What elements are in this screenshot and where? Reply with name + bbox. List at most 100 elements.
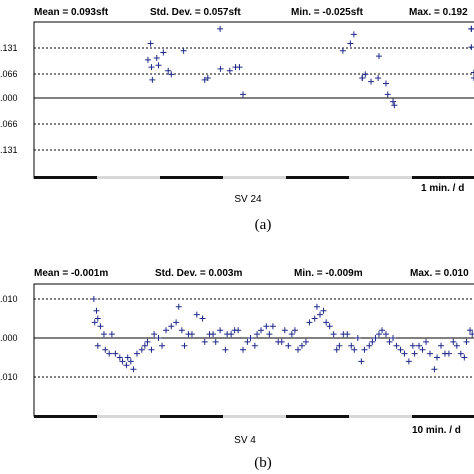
- data-point: [94, 342, 101, 349]
- data-point: [471, 75, 474, 81]
- stat-max: Max. = 0.192: [409, 7, 468, 18]
- data-point: [138, 346, 145, 353]
- data-point: [108, 331, 115, 338]
- data-point: [453, 342, 460, 349]
- data-point: [124, 354, 131, 361]
- data-point: [247, 335, 254, 341]
- data-point: [144, 338, 151, 345]
- time-bar: [34, 176, 474, 179]
- data-point: [119, 358, 126, 365]
- data-point: [254, 331, 261, 338]
- data-point: [317, 311, 323, 318]
- data-point: [263, 323, 270, 330]
- data-point: [390, 98, 397, 105]
- y-tick-labels: .010 .000 .010: [0, 294, 18, 382]
- data-point: [112, 350, 119, 357]
- panel-b: Mean = -0.001m Std. Dev. = 0.003m Min. =…: [0, 268, 474, 471]
- data-point: [361, 346, 368, 353]
- data-point: [201, 76, 208, 83]
- data-point: [141, 342, 148, 349]
- data-point: [306, 319, 313, 326]
- data-point: [471, 69, 474, 76]
- data-point: [168, 323, 175, 330]
- data-point: [416, 342, 422, 349]
- data-point: [368, 78, 375, 85]
- time-scale-label: 10 min. / d: [412, 425, 461, 436]
- data-point: [375, 75, 382, 81]
- data-point: [181, 342, 188, 349]
- data-point: [160, 49, 167, 56]
- data-point: [93, 307, 100, 314]
- data-point: [366, 342, 373, 349]
- reference-lines: [34, 298, 474, 378]
- data-point: [210, 331, 217, 338]
- data-point: [278, 338, 285, 345]
- scatter-points: [90, 296, 474, 373]
- time-bar-segment: [34, 176, 97, 179]
- time-bar-segment: [412, 415, 474, 418]
- time-bar-segment: [349, 176, 412, 179]
- data-point: [369, 338, 376, 345]
- data-point: [228, 331, 235, 338]
- data-point: [288, 331, 295, 338]
- data-point: [427, 350, 433, 357]
- time-bar-segment: [34, 415, 97, 418]
- data-point: [298, 342, 305, 349]
- data-point: [344, 331, 351, 338]
- data-point: [155, 62, 162, 69]
- time-bar: [34, 415, 474, 418]
- data-point: [201, 338, 208, 345]
- data-point: [178, 327, 185, 334]
- data-point: [175, 303, 182, 310]
- data-point: [469, 331, 474, 338]
- data-point: [199, 315, 206, 322]
- time-bar-segment: [286, 415, 349, 418]
- data-point: [467, 327, 474, 334]
- data-point: [348, 342, 355, 349]
- data-point: [434, 354, 441, 361]
- data-point: [431, 366, 438, 373]
- data-point: [97, 323, 104, 330]
- data-point: [438, 342, 444, 349]
- data-point: [323, 319, 330, 326]
- data-point: [354, 335, 361, 341]
- time-bar-segment: [97, 176, 160, 179]
- data-point: [102, 346, 109, 353]
- sv-label: SV 4: [234, 435, 256, 446]
- data-point: [468, 25, 474, 32]
- data-point: [94, 315, 101, 322]
- data-point: [350, 31, 357, 38]
- data-point: [302, 338, 309, 345]
- stat-mean: Mean = 0.093sft: [34, 7, 109, 18]
- y-tick-label: .000: [0, 333, 18, 343]
- data-point: [393, 342, 400, 349]
- data-point: [153, 55, 160, 61]
- data-point: [266, 331, 273, 338]
- data-point: [383, 80, 389, 87]
- stat-std-dev: Std. Dev. = 0.057sft: [150, 7, 241, 18]
- data-point: [411, 350, 418, 357]
- panel-label: (a): [255, 217, 272, 233]
- data-point: [148, 64, 155, 71]
- stat-min: Min. = -0.025sft: [291, 7, 364, 18]
- data-point: [148, 346, 155, 353]
- data-point: [217, 25, 224, 32]
- data-point: [313, 303, 320, 310]
- stat-min: Min. = -0.009m: [294, 268, 363, 279]
- y-tick-label: .000: [0, 93, 18, 103]
- data-point: [336, 342, 343, 349]
- stat-std-dev: Std. Dev. = 0.003m: [155, 268, 242, 279]
- stat-mean: Mean = -0.001m: [34, 268, 108, 279]
- data-point: [133, 350, 140, 357]
- data-point: [457, 350, 464, 357]
- data-point: [375, 53, 382, 60]
- data-point: [144, 56, 151, 63]
- data-point: [100, 331, 107, 338]
- data-point: [347, 40, 354, 47]
- panel-label: (b): [254, 455, 272, 471]
- y-tick-label: .066: [0, 119, 18, 129]
- data-point: [240, 346, 246, 353]
- data-point: [419, 346, 426, 353]
- time-bar-segment: [286, 176, 349, 179]
